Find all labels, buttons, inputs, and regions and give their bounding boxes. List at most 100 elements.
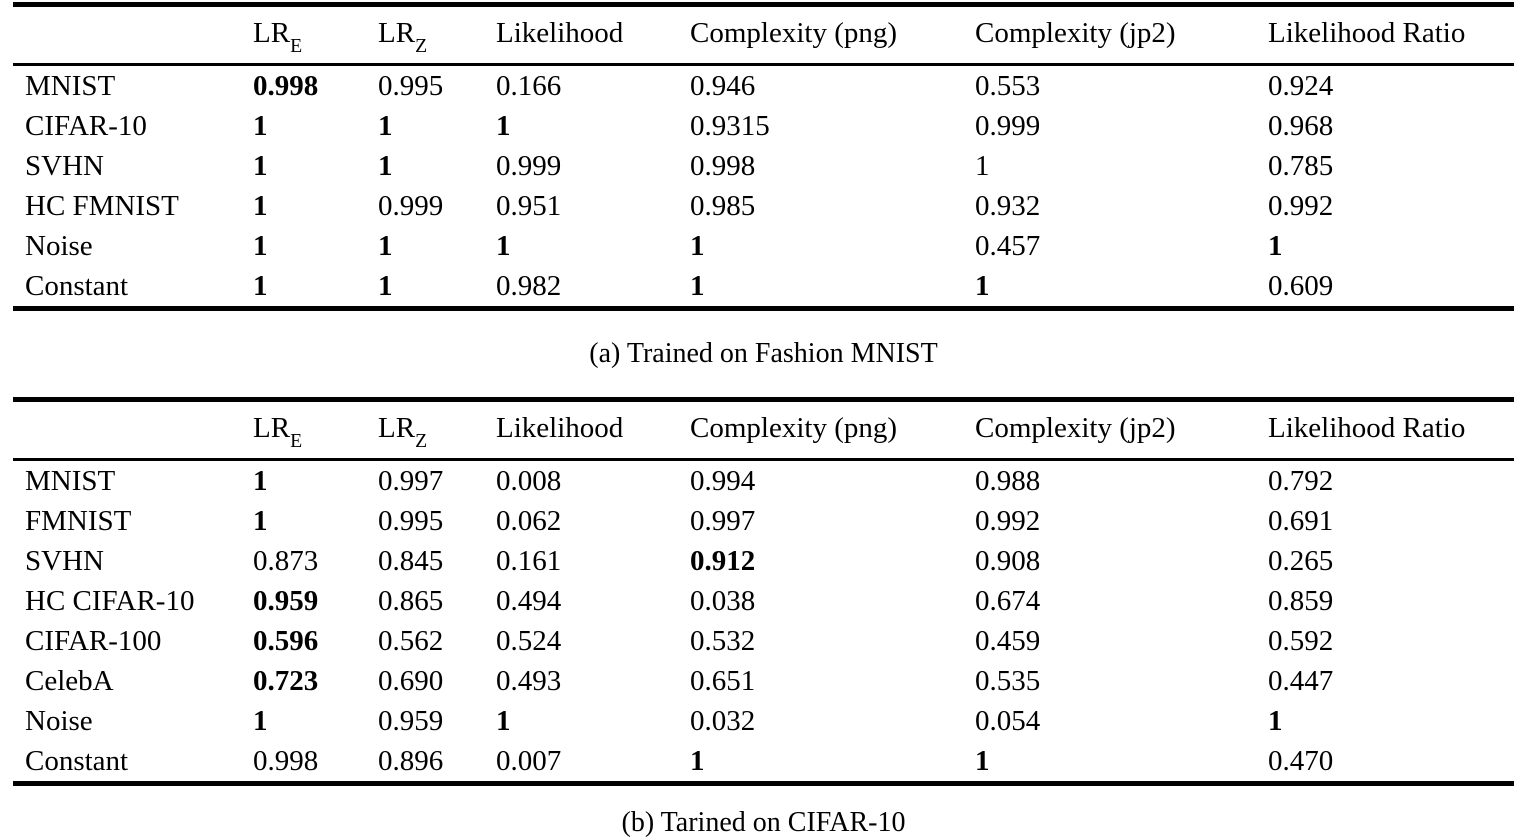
- value-cell: 1: [253, 269, 268, 302]
- column-header-label: Likelihood Ratio: [1268, 411, 1466, 444]
- value-cell: 0.999: [496, 149, 562, 182]
- value-cell: 1: [253, 229, 268, 262]
- value-cell: 0.792: [1268, 464, 1334, 497]
- value-cell: 0.998: [253, 744, 319, 777]
- value-cell: 0.470: [1268, 744, 1334, 777]
- value-cell: 1: [690, 229, 705, 262]
- value-cell: 0.008: [496, 464, 562, 497]
- value-cell: 0.524: [496, 624, 562, 657]
- table-row: CIFAR-100 0.596 0.562 0.524 0.532 0.459 0.592: [13, 621, 1514, 661]
- value-cell: 0.992: [975, 504, 1041, 537]
- row-label: Noise: [25, 229, 93, 262]
- value-cell: 1: [1268, 704, 1283, 737]
- table-row: HC CIFAR-10 0.959 0.865 0.494 0.038 0.674 0.85…: [13, 581, 1514, 621]
- value-cell: 1: [378, 109, 393, 142]
- value-cell: 0.447: [1268, 664, 1334, 697]
- value-cell: 0.592: [1268, 624, 1334, 657]
- table-row: MNIST 1 0.997 0.008 0.994 0.988 0.792: [13, 460, 1514, 502]
- row-label: Noise: [25, 704, 93, 737]
- column-header-label: LR: [253, 411, 291, 444]
- value-cell: 1: [975, 744, 990, 777]
- table-row: HC FMNIST 1 0.999 0.951 0.985 0.932 0.992: [13, 186, 1514, 226]
- value-cell: 0.865: [378, 584, 444, 617]
- value-cell: 1: [975, 149, 990, 182]
- value-cell: 0.494: [496, 584, 562, 617]
- value-cell: 0.562: [378, 624, 444, 657]
- column-header-label: Likelihood Ratio: [1268, 16, 1466, 49]
- value-cell: 0.998: [690, 149, 756, 182]
- value-cell: 0.038: [690, 584, 756, 617]
- value-cell: 0.535: [975, 664, 1041, 697]
- column-header-label: LR: [378, 411, 416, 444]
- column-header: LRZ: [378, 5, 496, 65]
- row-label-header: [13, 5, 253, 65]
- column-header: LRE: [253, 5, 378, 65]
- column-header: Complexity (png): [690, 400, 975, 460]
- column-header: Likelihood Ratio: [1268, 5, 1514, 65]
- value-cell: 0.968: [1268, 109, 1334, 142]
- header-row: LRE LRZ Likelihood Complexity (png) Complexi…: [13, 400, 1514, 460]
- column-header-subscript: E: [290, 429, 303, 452]
- results-table-fashion-mnist: LRE LRZ Likelihood Complexity (png) Complexi…: [13, 2, 1514, 311]
- column-header: Complexity (png): [690, 5, 975, 65]
- value-cell: 0.912: [690, 544, 756, 577]
- value-cell: 0.674: [975, 584, 1041, 617]
- value-cell: 0.054: [975, 704, 1041, 737]
- value-cell: 1: [690, 744, 705, 777]
- row-label: CelebA: [25, 664, 114, 697]
- column-header-label: Complexity (png): [690, 411, 898, 444]
- value-cell: 1: [253, 504, 268, 537]
- value-cell: 1: [690, 269, 705, 302]
- value-cell: 0.997: [378, 464, 444, 497]
- row-label: HC CIFAR-10: [25, 584, 195, 617]
- subcaption-b: (b) Tarined on CIFAR-10: [621, 807, 906, 838]
- value-cell: 0.982: [496, 269, 562, 302]
- value-cell: 1: [1268, 229, 1283, 262]
- value-cell: 0.459: [975, 624, 1041, 657]
- value-cell: 1: [496, 229, 511, 262]
- value-cell: 1: [253, 109, 268, 142]
- column-header: Complexity (jp2): [975, 5, 1268, 65]
- value-cell: 0.845: [378, 544, 444, 577]
- column-header-label: Likelihood: [496, 411, 624, 444]
- row-label-header: [13, 400, 253, 460]
- row-label: SVHN: [25, 149, 104, 182]
- value-cell: 0.007: [496, 744, 562, 777]
- value-cell: 0.873: [253, 544, 319, 577]
- column-header: Likelihood Ratio: [1268, 400, 1514, 460]
- table-row: Noise 1 0.959 1 0.032 0.054 1: [13, 701, 1514, 741]
- value-cell: 1: [253, 189, 268, 222]
- value-cell: 0.896: [378, 744, 444, 777]
- value-cell: 0.062: [496, 504, 562, 537]
- value-cell: 1: [378, 149, 393, 182]
- column-header: Likelihood: [496, 400, 690, 460]
- row-label: Constant: [25, 744, 129, 777]
- value-cell: 0.959: [253, 584, 319, 617]
- value-cell: 0.785: [1268, 149, 1334, 182]
- value-cell: 0.859: [1268, 584, 1334, 617]
- row-label: MNIST: [25, 464, 116, 497]
- value-cell: 0.999: [378, 189, 444, 222]
- value-cell: 0.9315: [690, 109, 770, 142]
- table-row: SVHN 1 1 0.999 0.998 1 0.785: [13, 146, 1514, 186]
- value-cell: 0.553: [975, 69, 1041, 102]
- value-cell: 1: [253, 464, 268, 497]
- row-label: HC FMNIST: [25, 189, 179, 222]
- value-cell: 1: [496, 704, 511, 737]
- value-cell: 0.651: [690, 664, 756, 697]
- table-row: CelebA 0.723 0.690 0.493 0.651 0.535 0.447: [13, 661, 1514, 701]
- value-cell: 1: [253, 704, 268, 737]
- value-cell: 0.609: [1268, 269, 1334, 302]
- value-cell: 1: [496, 109, 511, 142]
- value-cell: 0.997: [690, 504, 756, 537]
- value-cell: 0.596: [253, 624, 319, 657]
- value-cell: 0.998: [253, 69, 319, 102]
- row-label: CIFAR-100: [25, 624, 162, 657]
- value-cell: 0.995: [378, 69, 444, 102]
- row-label: Constant: [25, 269, 129, 302]
- value-cell: 0.924: [1268, 69, 1334, 102]
- column-header-label: Complexity (jp2): [975, 411, 1176, 444]
- column-header: Likelihood: [496, 5, 690, 65]
- value-cell: 0.992: [1268, 189, 1334, 222]
